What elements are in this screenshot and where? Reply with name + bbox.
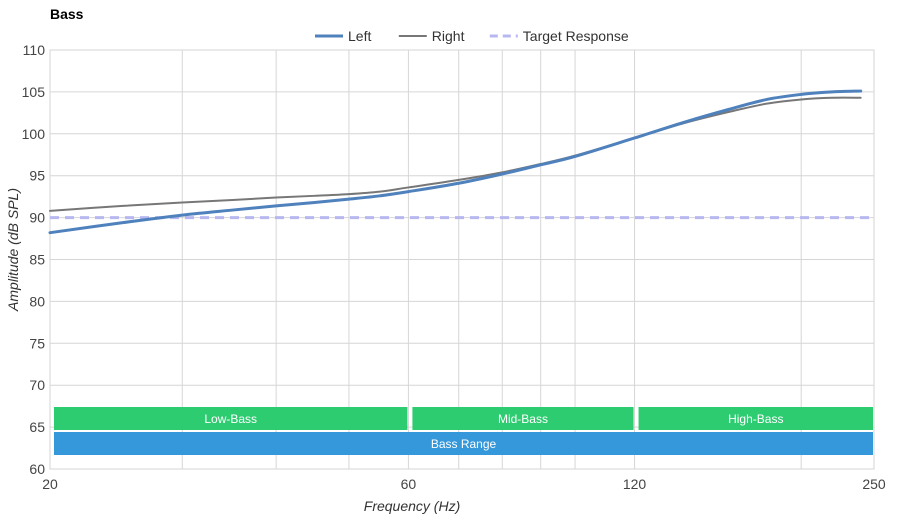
x-tick-label: 60	[401, 476, 417, 492]
x-axis-title: Frequency (Hz)	[364, 498, 460, 514]
band-label: Bass Range	[431, 437, 497, 451]
y-tick-label: 75	[29, 335, 45, 351]
y-tick-label: 105	[22, 84, 46, 100]
legend-label: Left	[348, 28, 371, 44]
y-tick-label: 80	[29, 293, 45, 309]
y-tick-label: 110	[23, 42, 46, 58]
chart-title: Bass	[50, 6, 84, 22]
y-tick-label: 95	[29, 168, 45, 184]
legend-label: Target Response	[523, 28, 629, 44]
series-line-right	[49, 96, 862, 212]
y-tick-label: 60	[29, 461, 45, 477]
band-bass-range	[54, 432, 873, 455]
band-label: Low-Bass	[204, 412, 257, 426]
band-mid-bass	[412, 407, 634, 430]
y-tick-label: 65	[29, 419, 45, 435]
x-tick-label: 20	[42, 476, 58, 492]
y-tick-label: 70	[29, 377, 45, 393]
band-label: High-Bass	[728, 412, 783, 426]
y-tick-label: 90	[29, 210, 45, 226]
legend-label: Right	[432, 28, 465, 44]
band-label: Mid-Bass	[498, 412, 548, 426]
band-low-bass	[54, 407, 408, 430]
y-tick-label: 100	[22, 126, 46, 142]
x-tick-label: 250	[862, 476, 886, 492]
y-axis-title: Amplitude (dB SPL)	[5, 188, 21, 312]
series-line-left	[48, 89, 863, 235]
y-tick-label: 85	[29, 252, 45, 268]
band-high-bass	[638, 407, 873, 430]
x-tick-label: 120	[623, 476, 647, 492]
